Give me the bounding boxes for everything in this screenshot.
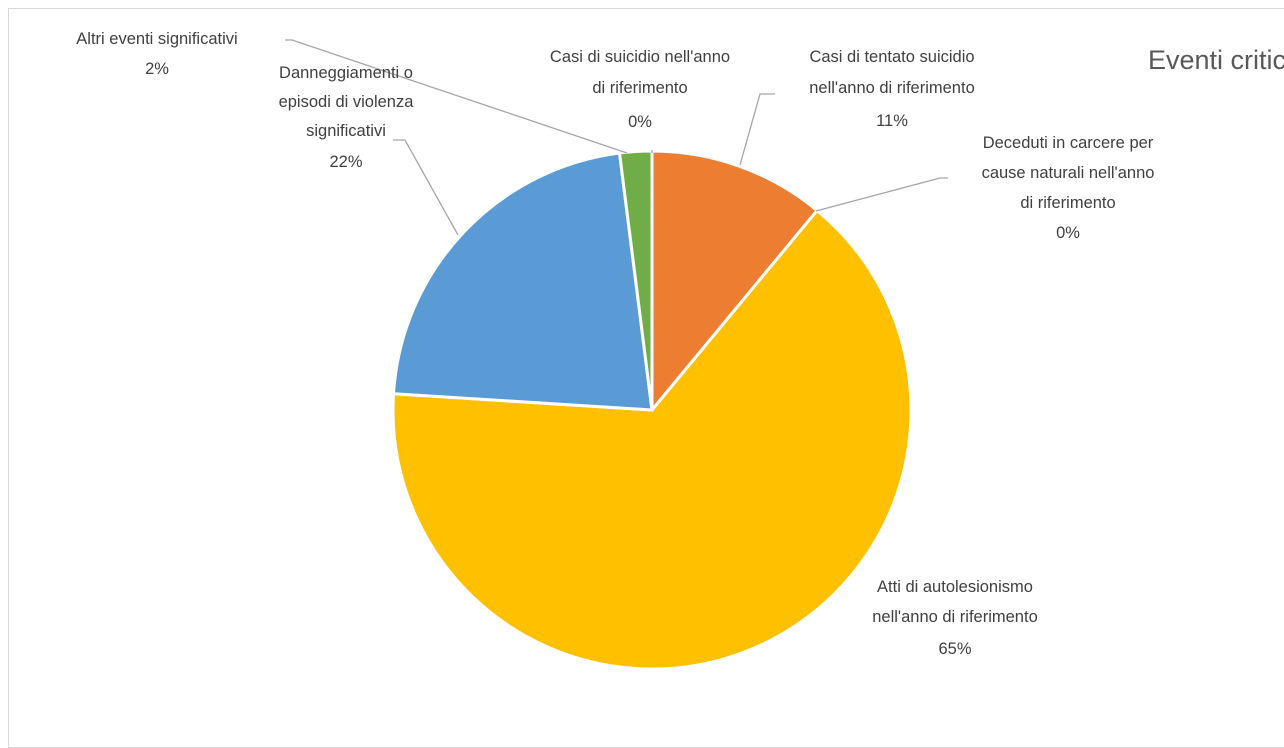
slice-label: Casi di tentato suicidio — [809, 48, 974, 66]
slice-label: Deceduti in carcere per — [983, 134, 1154, 152]
slice-label: nell'anno di riferimento — [872, 608, 1038, 626]
slice-label: di riferimento — [1020, 194, 1115, 212]
slice-label: Altri eventi significativi — [76, 30, 237, 48]
slice-percent-label: 11% — [876, 112, 908, 130]
slice-label: Atti di autolesionismo — [877, 578, 1033, 596]
leader-line — [739, 93, 775, 166]
pie-slice — [650, 149, 820, 415]
leader-lines — [285, 39, 948, 236]
slice-percent-label: 2% — [145, 60, 169, 78]
slice-label: significativi — [306, 122, 386, 140]
pie-slice — [391, 208, 913, 671]
slice-label: nell'anno di riferimento — [809, 79, 975, 97]
slice-label: di riferimento — [592, 79, 687, 97]
slice-label: episodi di violenza — [279, 93, 415, 111]
slice-percent-label: 0% — [628, 113, 652, 131]
slice-label: cause naturali nell'anno — [982, 164, 1155, 182]
leader-line — [393, 139, 459, 236]
slice-percent-label: 22% — [329, 153, 362, 171]
slice-label: Danneggiamenti o — [279, 64, 413, 82]
pie-slice — [391, 151, 654, 412]
slice-percent-label: 0% — [1056, 224, 1080, 242]
pie-chart: Eventi critici Casi di suicidio nell'ann… — [76, 30, 1284, 671]
data-labels: Casi di suicidio nell'anno di riferimento… — [76, 30, 1154, 658]
leader-line — [285, 39, 628, 154]
slice-percent-label: 65% — [938, 640, 971, 658]
chart-title: Eventi critici — [1148, 45, 1284, 75]
pie-slices — [391, 149, 913, 671]
slice-label: Casi di suicidio nell'anno — [550, 48, 730, 66]
leader-line — [815, 177, 948, 212]
